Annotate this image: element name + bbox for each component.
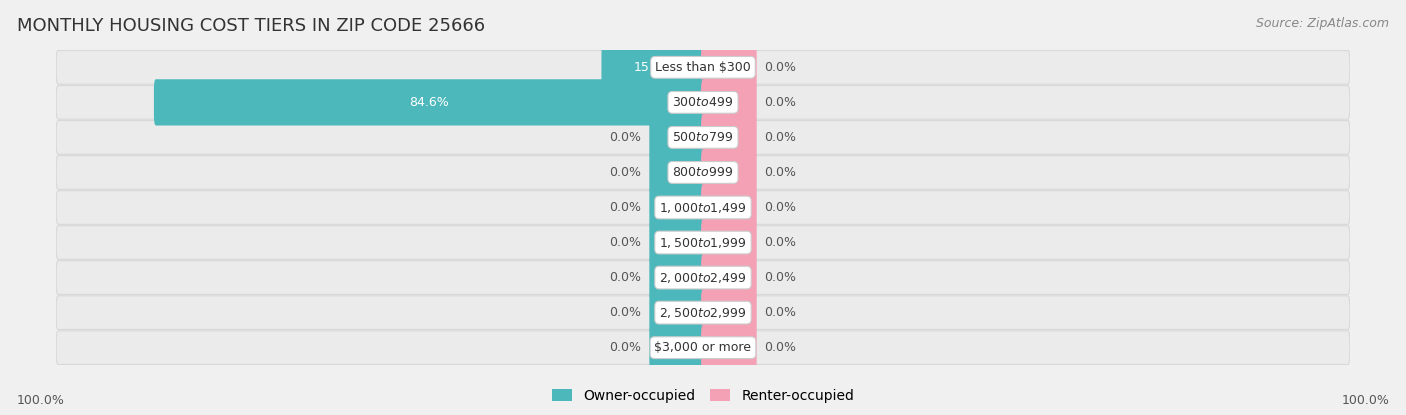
Text: $2,000 to $2,499: $2,000 to $2,499 xyxy=(659,271,747,285)
FancyBboxPatch shape xyxy=(602,44,704,90)
Text: 0.0%: 0.0% xyxy=(765,236,796,249)
Text: 0.0%: 0.0% xyxy=(610,166,641,179)
FancyBboxPatch shape xyxy=(702,325,756,371)
Text: 0.0%: 0.0% xyxy=(610,201,641,214)
FancyBboxPatch shape xyxy=(56,261,1350,294)
FancyBboxPatch shape xyxy=(650,114,704,161)
Text: 0.0%: 0.0% xyxy=(610,306,641,319)
FancyBboxPatch shape xyxy=(702,184,756,231)
FancyBboxPatch shape xyxy=(56,121,1350,154)
FancyBboxPatch shape xyxy=(650,254,704,301)
FancyBboxPatch shape xyxy=(702,254,756,301)
FancyBboxPatch shape xyxy=(702,44,756,90)
Text: 0.0%: 0.0% xyxy=(610,341,641,354)
FancyBboxPatch shape xyxy=(702,290,756,336)
Text: $1,000 to $1,499: $1,000 to $1,499 xyxy=(659,200,747,215)
FancyBboxPatch shape xyxy=(56,190,1350,225)
Text: 0.0%: 0.0% xyxy=(610,131,641,144)
FancyBboxPatch shape xyxy=(56,156,1350,189)
Text: 0.0%: 0.0% xyxy=(610,271,641,284)
Text: 0.0%: 0.0% xyxy=(765,201,796,214)
Text: 0.0%: 0.0% xyxy=(765,61,796,74)
Text: Source: ZipAtlas.com: Source: ZipAtlas.com xyxy=(1256,17,1389,29)
Text: 0.0%: 0.0% xyxy=(765,166,796,179)
Text: $300 to $499: $300 to $499 xyxy=(672,96,734,109)
Text: $800 to $999: $800 to $999 xyxy=(672,166,734,179)
Text: 84.6%: 84.6% xyxy=(409,96,450,109)
Text: 0.0%: 0.0% xyxy=(765,271,796,284)
Text: 100.0%: 100.0% xyxy=(17,394,65,407)
FancyBboxPatch shape xyxy=(153,79,704,125)
Text: $1,500 to $1,999: $1,500 to $1,999 xyxy=(659,236,747,249)
FancyBboxPatch shape xyxy=(56,51,1350,84)
Text: Less than $300: Less than $300 xyxy=(655,61,751,74)
FancyBboxPatch shape xyxy=(650,184,704,231)
FancyBboxPatch shape xyxy=(702,149,756,195)
Text: 100.0%: 100.0% xyxy=(1341,394,1389,407)
FancyBboxPatch shape xyxy=(56,85,1350,119)
Text: 0.0%: 0.0% xyxy=(610,236,641,249)
FancyBboxPatch shape xyxy=(702,114,756,161)
Text: $3,000 or more: $3,000 or more xyxy=(655,341,751,354)
FancyBboxPatch shape xyxy=(56,226,1350,259)
Text: 0.0%: 0.0% xyxy=(765,96,796,109)
FancyBboxPatch shape xyxy=(702,79,756,125)
Text: 15.4%: 15.4% xyxy=(633,61,673,74)
Text: $2,500 to $2,999: $2,500 to $2,999 xyxy=(659,305,747,320)
FancyBboxPatch shape xyxy=(650,220,704,266)
Text: 0.0%: 0.0% xyxy=(765,306,796,319)
FancyBboxPatch shape xyxy=(56,296,1350,330)
Text: MONTHLY HOUSING COST TIERS IN ZIP CODE 25666: MONTHLY HOUSING COST TIERS IN ZIP CODE 2… xyxy=(17,17,485,34)
FancyBboxPatch shape xyxy=(650,290,704,336)
Text: $500 to $799: $500 to $799 xyxy=(672,131,734,144)
FancyBboxPatch shape xyxy=(650,325,704,371)
Text: 0.0%: 0.0% xyxy=(765,341,796,354)
Text: 0.0%: 0.0% xyxy=(765,131,796,144)
Legend: Owner-occupied, Renter-occupied: Owner-occupied, Renter-occupied xyxy=(546,383,860,408)
FancyBboxPatch shape xyxy=(650,149,704,195)
FancyBboxPatch shape xyxy=(702,220,756,266)
FancyBboxPatch shape xyxy=(56,331,1350,364)
